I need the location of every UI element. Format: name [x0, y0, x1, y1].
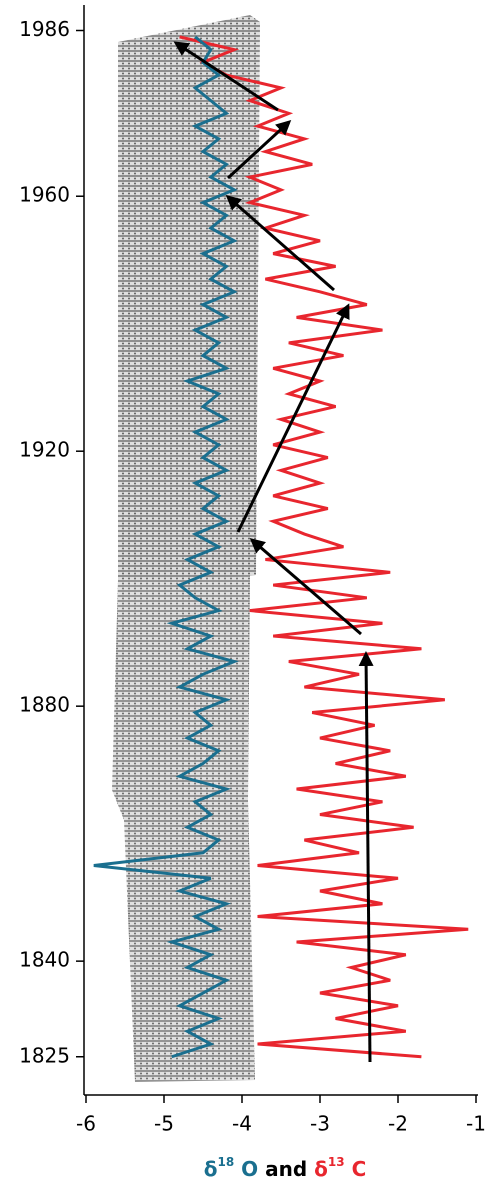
arrow [358, 651, 374, 1063]
series-line [93, 35, 239, 1059]
y-tick-label: 1825 [19, 1043, 70, 1067]
y-tick-label: 1920 [19, 438, 70, 462]
label-part: C [345, 1157, 367, 1181]
x-axis-label: δ18 O and δ13 C [204, 1155, 367, 1181]
label-part: and [258, 1157, 314, 1181]
y-tick-label: 1960 [19, 183, 70, 207]
label-part: δ [314, 1157, 328, 1181]
superscript: 13 [328, 1155, 345, 1169]
coral-image [112, 15, 260, 1082]
x-tick-label: -3 [310, 1112, 330, 1136]
label-part: O [234, 1157, 258, 1181]
arrow [225, 195, 335, 292]
y-tick-label: 1986 [19, 17, 70, 41]
y-tick-label: 1840 [19, 948, 70, 972]
superscript: 18 [218, 1155, 235, 1169]
x-tick-label: -1 [466, 1112, 486, 1136]
y-tick-label: 1880 [19, 693, 70, 717]
arrow [236, 303, 350, 533]
plot [93, 35, 469, 1059]
arrow [226, 119, 292, 180]
x-tick-label: -5 [154, 1112, 174, 1136]
arrow [173, 41, 279, 112]
x-tick-label: -4 [232, 1112, 252, 1136]
x-tick-label: -2 [388, 1112, 408, 1136]
arrow [249, 538, 362, 636]
label-part: δ [204, 1157, 218, 1181]
x-tick-label: -6 [76, 1112, 96, 1136]
arrows [173, 41, 374, 1063]
series-line [179, 35, 469, 1059]
